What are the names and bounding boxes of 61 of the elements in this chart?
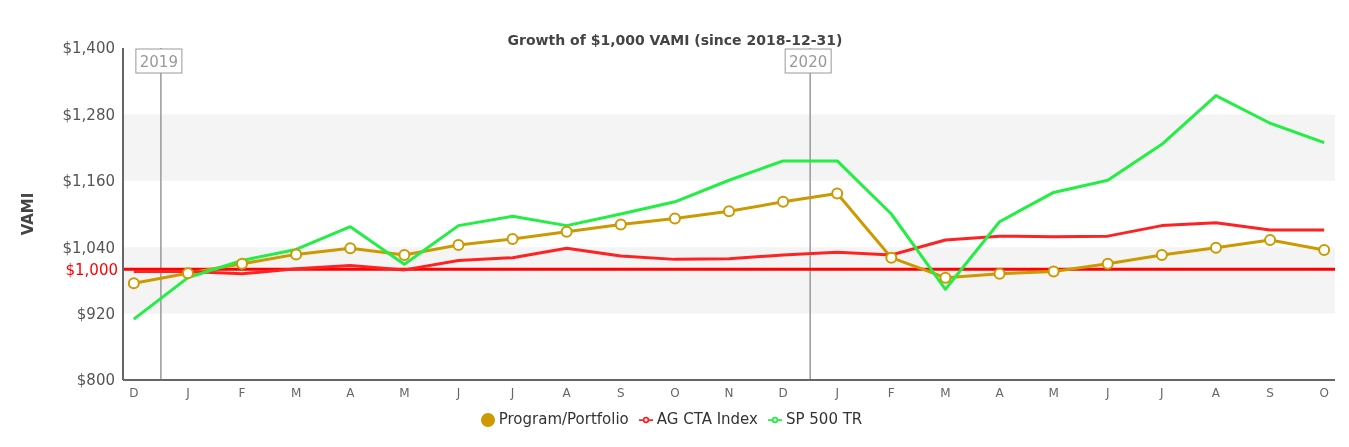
x-tick-label: O [1319,385,1329,400]
x-tick-label: O [670,385,680,400]
point [1101,257,1114,270]
ref-line-label: $1,000 [65,260,118,279]
point [668,212,681,225]
point [1264,234,1277,247]
point [398,248,411,261]
point [1318,243,1331,256]
point [290,248,303,261]
point [614,218,627,231]
x-tick-label: J [185,385,190,400]
x-tick-label: A [995,385,1005,400]
x-tick-label: M [290,385,302,400]
point [1209,241,1222,254]
x-tick-label: M [940,385,951,400]
x-tick-label: S [1266,385,1274,400]
point [831,187,844,200]
x-tick-label: J [1104,385,1110,400]
x-tick-label: M [399,385,410,400]
point [452,238,465,251]
x-tick-label: J [834,385,839,400]
x-tick-label: A [1211,385,1221,400]
point [560,225,573,238]
y-tick-label: $1,400 [62,39,115,58]
x-tick-label: A [346,385,356,400]
x-tick-label: S [616,385,625,400]
x-tick-label: J [1159,385,1164,400]
point [939,271,952,284]
y-tick-label: $920 [76,304,115,323]
point [506,232,519,245]
x-tick-label: F [238,385,246,400]
y-axis-title: VAMI [19,192,38,236]
annotation: 2020 [789,53,828,71]
x-tick-label: F [887,385,895,400]
y-tick-label: $1,160 [62,172,115,191]
x-tick-label: M [1048,385,1059,400]
point [181,267,194,280]
point [1047,265,1060,278]
point [344,242,357,255]
x-tick-label: J [455,385,461,400]
x-tick-label: J [509,385,515,400]
legend-label: SP 500 TR [785,410,863,428]
y-tick-label: $1,280 [62,105,115,124]
point [1155,248,1168,261]
x-tick-label: D [129,385,139,400]
chart-title: Growth of $1,000 VAMI (since 2018-12-31) [507,32,843,48]
point [885,251,898,264]
legend-label: AG CTA Index [656,410,758,428]
point [723,205,735,218]
y-tick-label: $1,040 [62,238,115,257]
x-tick-label: D [778,385,788,400]
point [777,195,790,208]
annotation: 2019 [139,53,178,71]
x-tick-label: N [724,385,734,400]
x-tick-label: A [562,385,572,400]
legend-label: Program/Portfolio [498,410,629,428]
point [236,257,249,270]
line-series [132,94,1326,321]
point [993,267,1006,280]
point [127,277,140,290]
y-tick-label: $800 [76,371,115,390]
